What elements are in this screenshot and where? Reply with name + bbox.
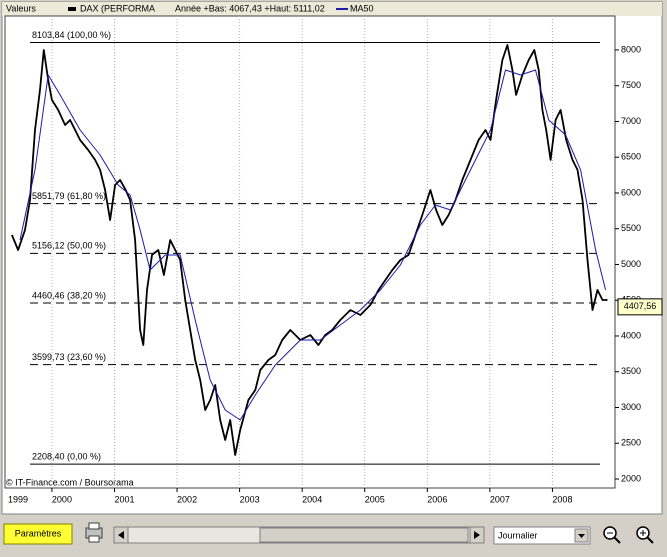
last-value-box bbox=[617, 298, 663, 316]
y-tick-label: 3000 bbox=[621, 402, 641, 412]
level-label: 2208,40 (0,00 %) bbox=[32, 451, 101, 461]
scroll-thumb[interactable] bbox=[259, 527, 469, 543]
level-label: 5156,12 (50,00 %) bbox=[32, 241, 106, 251]
y-tick-label: 6500 bbox=[621, 152, 641, 162]
last-value-label: 4407,56 bbox=[624, 301, 657, 311]
x-tick-label: 2001 bbox=[114, 494, 134, 504]
zoom-in[interactable] bbox=[636, 526, 654, 544]
period-select[interactable] bbox=[493, 526, 591, 545]
zoom-out[interactable] bbox=[603, 526, 621, 544]
x-tick-label: 2004 bbox=[302, 494, 322, 504]
chart-panel bbox=[1, 1, 663, 515]
parametres-label: Paramètres bbox=[15, 528, 62, 538]
y-tick-label: 8000 bbox=[621, 44, 641, 54]
parametres-button[interactable] bbox=[3, 523, 73, 545]
legend-label: MA50 bbox=[350, 3, 374, 13]
y-tick-label: 6000 bbox=[621, 187, 641, 197]
level-label: 5851,79 (61,80 %) bbox=[32, 191, 106, 201]
x-tick-label: 2008 bbox=[552, 494, 572, 504]
x-tick-label: 2007 bbox=[490, 494, 510, 504]
x-tick-label: 2003 bbox=[240, 494, 260, 504]
y-tick-label: 5500 bbox=[621, 223, 641, 233]
scroll-left-arrow bbox=[118, 531, 124, 539]
y-tick-label: 2500 bbox=[621, 438, 641, 448]
level-label: 4460,46 (38,20 %) bbox=[32, 290, 106, 300]
y-tick-label: 7500 bbox=[621, 80, 641, 90]
y-tick-label: 7000 bbox=[621, 116, 641, 126]
x-tick-label: 1999 bbox=[8, 494, 28, 504]
legend-label: DAX (PERFORMA bbox=[80, 3, 155, 13]
y-tick-label: 5000 bbox=[621, 259, 641, 269]
x-tick-label: 2005 bbox=[365, 494, 385, 504]
level-label: 8103,84 (100,00 %) bbox=[32, 30, 111, 40]
select-arrow-glyph bbox=[578, 534, 585, 538]
y-tick-label: 2000 bbox=[621, 473, 641, 483]
source: © IT-Finance.com / Boursorama bbox=[6, 477, 134, 487]
header-info: Année +Bas: 4067,43 +Haut: 5111,02 bbox=[175, 3, 325, 13]
x-tick-label: 2000 bbox=[52, 494, 72, 504]
header-bar bbox=[2, 2, 662, 16]
series-line bbox=[19, 69, 607, 421]
y-tick-label: 3500 bbox=[621, 366, 641, 376]
series-line bbox=[11, 44, 608, 456]
legend-swatch bbox=[68, 7, 76, 11]
y-tick-label: 4000 bbox=[621, 330, 641, 340]
scroll-right-arrow bbox=[474, 531, 480, 539]
period-label: Journalier bbox=[498, 530, 538, 540]
x-tick-label: 2002 bbox=[177, 494, 197, 504]
header-label: Valeurs bbox=[6, 3, 36, 13]
plot-frame bbox=[4, 15, 616, 489]
x-tick-label: 2006 bbox=[427, 494, 447, 504]
level-label: 3599,73 (23,60 %) bbox=[32, 352, 106, 362]
print-icon[interactable] bbox=[85, 522, 103, 543]
